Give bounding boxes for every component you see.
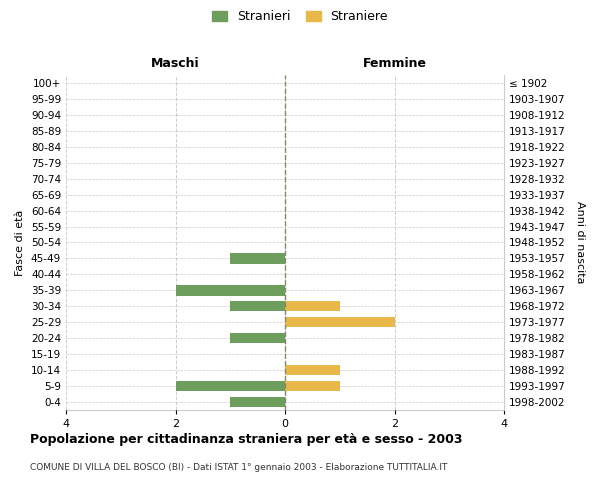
Bar	[285, 381, 340, 392]
Text: Popolazione per cittadinanza straniera per età e sesso - 2003: Popolazione per cittadinanza straniera p…	[30, 432, 463, 446]
Bar	[230, 254, 285, 264]
Bar	[230, 333, 285, 344]
Text: COMUNE DI VILLA DEL BOSCO (BI) - Dati ISTAT 1° gennaio 2003 - Elaborazione TUTTI: COMUNE DI VILLA DEL BOSCO (BI) - Dati IS…	[30, 462, 448, 471]
Legend: Stranieri, Straniere: Stranieri, Straniere	[208, 6, 392, 26]
Bar	[230, 301, 285, 312]
Y-axis label: Fasce di età: Fasce di età	[16, 210, 25, 276]
Y-axis label: Anni di nascita: Anni di nascita	[575, 201, 585, 284]
Bar	[176, 285, 285, 296]
Bar	[285, 301, 340, 312]
Text: Femmine: Femmine	[362, 57, 427, 70]
Bar	[176, 381, 285, 392]
Bar	[285, 317, 395, 328]
Bar	[230, 397, 285, 407]
Bar	[285, 365, 340, 376]
Text: Maschi: Maschi	[151, 57, 200, 70]
